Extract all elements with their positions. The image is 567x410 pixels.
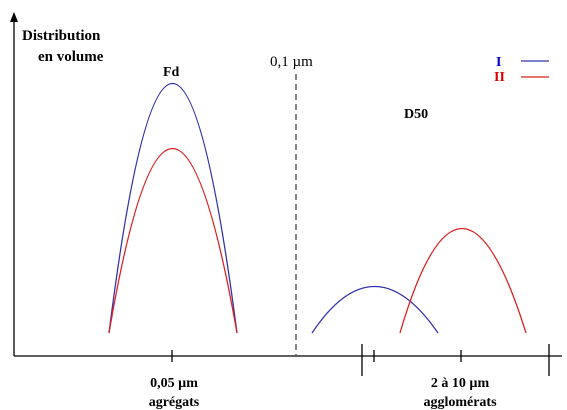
y-axis-label-line1: Distribution: [22, 28, 101, 44]
legend-label-II: II: [494, 70, 505, 85]
right-size-label: 2 à 10 µm: [431, 376, 490, 391]
curve-II-left: [108, 147, 238, 334]
threshold-label: 0,1 µm: [270, 54, 313, 70]
legend: I II: [494, 55, 549, 85]
curve-I-right: [311, 285, 439, 334]
d50-label: D50: [404, 107, 428, 122]
curve-II-right: [399, 228, 527, 334]
y-axis-label-line2: en volume: [38, 49, 104, 65]
right-name-label: agglomérats: [423, 395, 497, 410]
legend-label-I: I: [496, 55, 501, 70]
y-axis-arrow: [10, 12, 18, 22]
curve-I-left: [108, 83, 238, 334]
left-size-label: 0,05 µm: [150, 376, 198, 391]
fd-label: Fd: [163, 65, 180, 80]
left-name-label: agrégats: [149, 395, 200, 410]
